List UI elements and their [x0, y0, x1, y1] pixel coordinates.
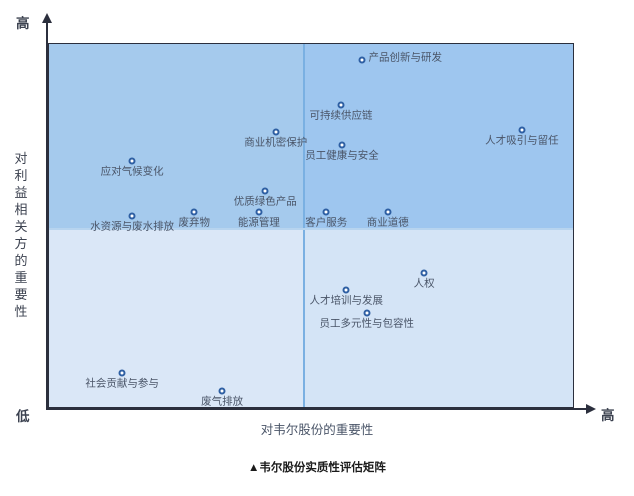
data-point-label: 商业道德: [366, 216, 409, 229]
x-axis-title: 对韦尔股份的重要性: [260, 423, 374, 437]
data-point: 商业机密保护: [244, 128, 307, 149]
data-point-label: 优质绿色产品: [233, 195, 297, 208]
quadrant-top-left: [48, 43, 303, 228]
x-axis-arrow-icon: [586, 404, 596, 414]
data-point-marker-icon: [420, 269, 428, 277]
data-point-marker-icon: [342, 286, 350, 294]
y-axis-high-label: 高: [16, 16, 30, 31]
data-point-label: 水资源与废水排放: [90, 220, 175, 233]
data-point-label: 可持续供应链: [309, 109, 373, 122]
plot-area: 产品创新与研发可持续供应链人才吸引与留任 商业机密保护 员工健康与安全应对气候变化优…: [48, 43, 574, 408]
quadrant-divider-vertical: [303, 43, 305, 408]
data-point: 水资源与废水排放: [90, 212, 174, 233]
data-point: 废气排放: [201, 387, 243, 407]
data-point: 人才吸引与留任: [485, 126, 559, 146]
data-point: 社会贡献与参与: [85, 369, 159, 389]
data-point-label: 客户服务: [305, 216, 348, 229]
data-point: 应对气候变化: [101, 157, 164, 177]
data-point-marker-icon: [261, 187, 269, 195]
data-point: 可持续供应链: [309, 101, 372, 122]
y-axis-line: [46, 22, 48, 410]
data-point-marker-icon: [358, 56, 366, 64]
data-point: 人权: [414, 269, 435, 289]
data-point-marker-icon: [384, 208, 392, 216]
data-point-marker-icon: [518, 126, 526, 134]
data-point-marker-icon: [322, 208, 330, 216]
data-point-label: 人权: [413, 277, 435, 290]
y-axis-title: 对利益相关方的重要性: [14, 151, 28, 319]
data-point-label: 废弃物: [178, 216, 210, 229]
data-point: 员工多元性与包容性: [320, 309, 414, 330]
data-point-marker-icon: [272, 128, 280, 136]
data-point-label: 员工健康与安全: [305, 149, 379, 162]
data-point-label: 废气排放: [201, 395, 244, 408]
data-point-label: 应对气候变化: [100, 165, 164, 178]
data-point-marker-icon: [128, 157, 136, 165]
quadrant-bottom-right: [303, 228, 574, 408]
data-point-marker-icon: [338, 141, 346, 149]
data-point: 客户服务: [305, 208, 347, 228]
quadrant-bottom-left: [48, 228, 303, 408]
data-point: 产品创新与研发: [358, 52, 442, 64]
data-point-label: 社会贡献与参与: [85, 377, 159, 390]
data-point-marker-icon: [128, 212, 136, 220]
data-point-marker-icon: [337, 101, 345, 109]
data-point: 废弃物: [178, 208, 210, 228]
data-point-label: 商业机密保护: [244, 136, 308, 149]
y-axis-arrow-icon: [41, 13, 52, 23]
data-point: 员工健康与安全: [305, 141, 379, 161]
data-point: 商业道德: [367, 208, 409, 228]
quadrant-top-right: [303, 43, 574, 228]
data-point-marker-icon: [255, 208, 263, 216]
data-point-marker-icon: [190, 208, 198, 216]
data-point: 能源管理: [238, 208, 280, 228]
data-point: 优质绿色产品: [234, 187, 297, 207]
data-point-label: 员工多元性与包容性: [319, 317, 415, 330]
data-point-marker-icon: [118, 369, 126, 377]
y-axis-low-label: 低: [16, 409, 30, 424]
data-point-marker-icon: [363, 309, 371, 317]
quadrant-divider-horizontal: [48, 228, 574, 230]
data-point-marker-icon: [218, 387, 226, 395]
figure-caption: ▲韦尔股份实质性评估矩阵: [248, 462, 386, 474]
data-point-label: 人才培训与发展: [309, 294, 383, 307]
data-point-label: 产品创新与研发: [368, 51, 443, 64]
x-axis-line: [46, 408, 589, 410]
data-point-label: 人才吸引与留任: [485, 134, 559, 147]
data-point-label: 能源管理: [237, 216, 280, 229]
x-axis-high-label: 高: [601, 408, 615, 423]
data-point: 人才培训与发展: [309, 286, 383, 307]
